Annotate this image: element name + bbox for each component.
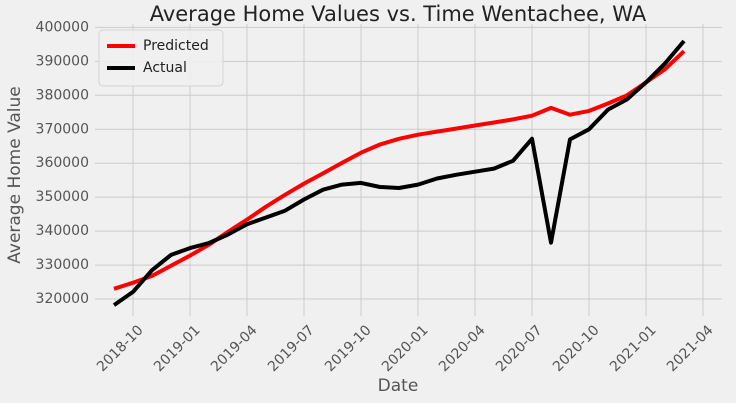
y-tick-label: 360000 <box>36 155 89 171</box>
series-line <box>113 49 686 291</box>
x-tick-label: 2020-04 <box>436 322 489 375</box>
x-tick-label: 2020-10 <box>550 322 603 375</box>
y-axis-label: Average Home Value <box>5 86 25 264</box>
y-tick-label: 330000 <box>36 257 89 273</box>
x-tick-label: 2020-07 <box>493 322 546 375</box>
y-tick-label: 380000 <box>36 87 89 103</box>
x-axis-label: Date <box>378 376 419 396</box>
series-line <box>112 39 686 307</box>
y-tick-label: 370000 <box>36 121 89 137</box>
chart-title: Average Home Values vs. Time Wentachee, … <box>150 2 647 26</box>
x-tick-label: 2021-04 <box>664 322 717 375</box>
legend: Predicted Actual <box>98 29 224 87</box>
y-tick-label: 390000 <box>36 53 89 69</box>
x-tick-label: 2018-10 <box>94 322 147 375</box>
x-tick-label: 2020-01 <box>379 322 432 375</box>
x-tick-label: 2019-01 <box>151 322 204 375</box>
legend-label: Actual <box>143 60 187 76</box>
x-tick-label: 2021-01 <box>607 322 660 375</box>
y-tick-label: 320000 <box>36 291 89 307</box>
x-tick-label: 2019-04 <box>208 322 261 375</box>
legend-label: Predicted <box>143 38 209 54</box>
y-tick-label: 340000 <box>36 223 89 239</box>
y-tick-label: 400000 <box>36 19 89 35</box>
x-tick-label: 2019-07 <box>265 322 318 375</box>
y-tick-label: 350000 <box>36 189 89 205</box>
x-tick-label: 2019-10 <box>322 322 375 375</box>
